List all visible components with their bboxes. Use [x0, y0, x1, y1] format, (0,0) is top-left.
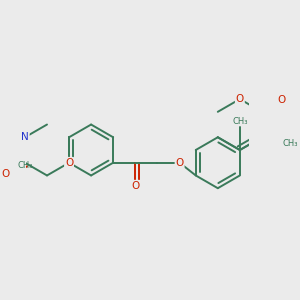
Text: N: N	[21, 132, 29, 142]
Text: O: O	[236, 94, 244, 104]
Text: CH₃: CH₃	[17, 161, 33, 170]
Text: O: O	[65, 158, 73, 168]
Text: O: O	[131, 181, 140, 190]
Text: O: O	[278, 95, 286, 105]
Text: CH₃: CH₃	[232, 117, 248, 126]
Text: CH₃: CH₃	[283, 139, 298, 148]
Text: O: O	[1, 169, 9, 179]
Text: O: O	[176, 158, 184, 168]
